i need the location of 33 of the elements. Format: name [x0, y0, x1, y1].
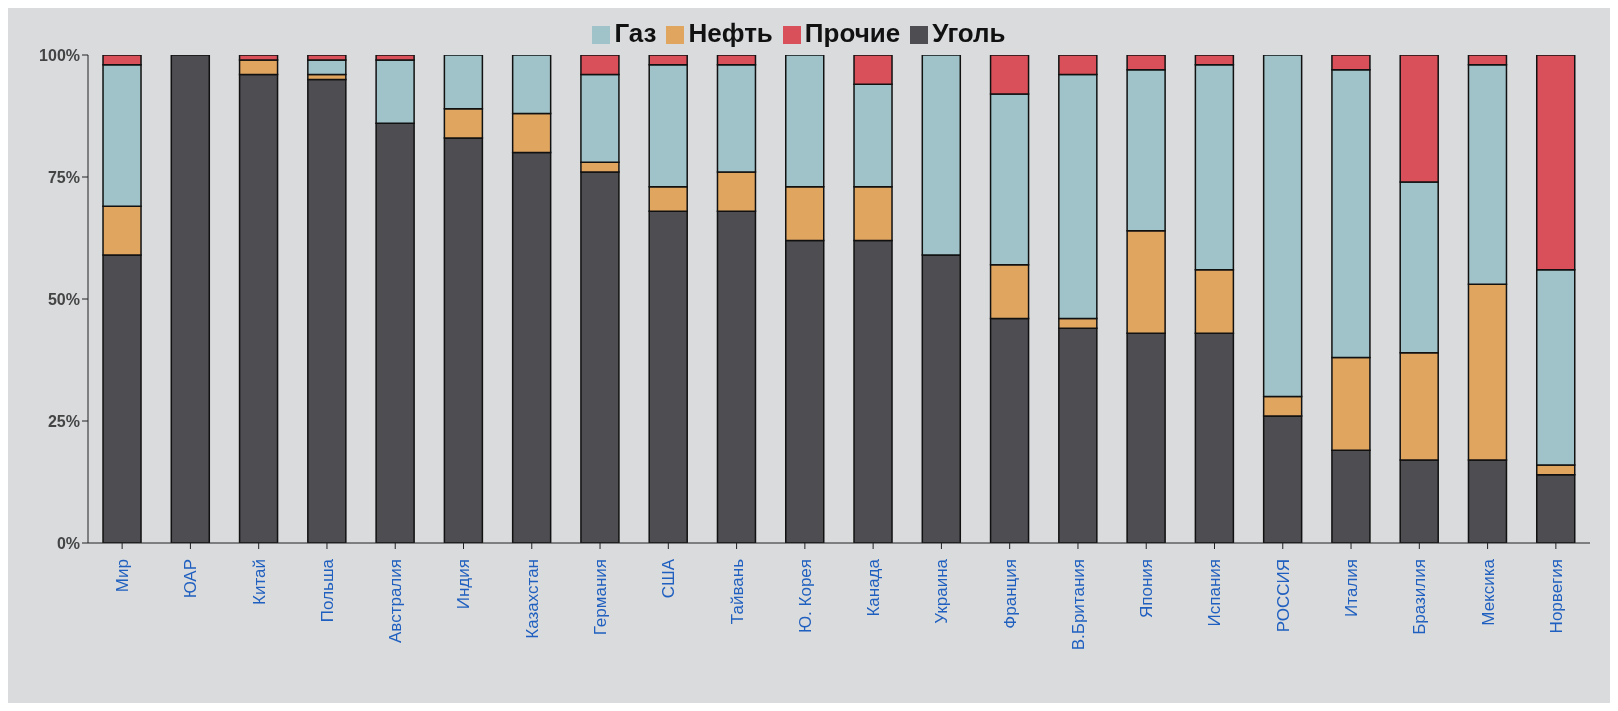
legend-label: Нефть [688, 18, 773, 48]
y-tick-label: 25% [47, 412, 80, 430]
legend-label: Уголь [932, 18, 1006, 48]
y-tick-label: 0% [56, 534, 80, 552]
x-tick-label: Германия [591, 559, 610, 636]
x-tick-label: Норвегия [1546, 559, 1566, 634]
x-tick-label: Польша [317, 558, 337, 623]
x-tick-label: Мексика [1478, 558, 1498, 626]
x-tick-label: Украина [932, 558, 952, 624]
x-tick-label: Канада [864, 558, 884, 617]
x-tick-label: В.Британия [1068, 559, 1088, 651]
x-tick-label: Италия [1342, 559, 1361, 617]
legend-label: Прочие [804, 18, 901, 48]
x-tick-label: Франция [1000, 559, 1020, 629]
x-tick-label: Китай [249, 559, 269, 605]
x-tick-label: Испания [1205, 559, 1225, 627]
x-tick-label: Бразилия [1410, 559, 1430, 635]
x-tick-label: РОССИЯ [1273, 559, 1293, 633]
x-tick-label: Индия [454, 559, 474, 610]
y-tick-label: 100% [39, 46, 80, 64]
x-tick-label: США [659, 558, 679, 599]
bar [170, 55, 211, 543]
x-tick-label: Тайвань [727, 558, 747, 625]
x-tick-label: Ю. Корея [795, 559, 815, 634]
bar [307, 78, 347, 543]
legend-label: Газ [614, 18, 657, 48]
y-tick-label: 75% [47, 168, 80, 186]
x-tick-label: ЮАР [181, 559, 201, 599]
x-tick-label: Австралия [386, 559, 406, 643]
y-tick-label: 50% [47, 290, 80, 308]
x-tick-label: Казахстан [522, 559, 542, 639]
x-tick-label: Мир [113, 559, 133, 593]
x-tick-label: Япония [1137, 559, 1157, 619]
